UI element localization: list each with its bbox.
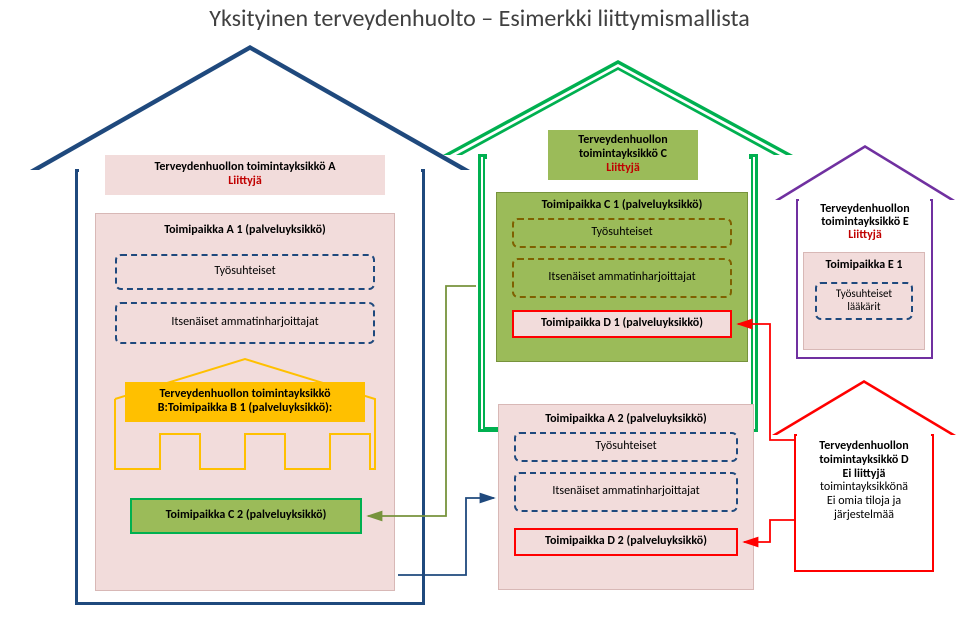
house-c-line2: toimintayksikkö C [579,148,667,162]
house-a-title: Terveydenhuollon toimintayksikkö A [154,161,335,175]
page-title: Yksityinen terveydenhuolto – Esimerkki l… [0,4,959,33]
box-a2-itsenaiset: Itsenäiset ammatinharjoittajat [514,472,738,512]
house-c-liittyja: Liittyjä [606,162,640,176]
box-c2: Toimipaikka C 2 (palveluyksikkö) [130,498,362,534]
house-d-line3: Ei liittyjä [797,468,931,482]
house-b-label: Terveydenhuollon toimintayksikkö B:Toimi… [125,382,365,422]
box-a1-itsenaiset: Itsenäiset ammatinharjoittajat [115,302,375,344]
house-e-header: Terveydenhuollon toimintayksikkö E Liitt… [800,203,930,243]
house-b-line2: B:Toimipaikka B 1 (palveluyksikkö): [158,402,332,416]
house-d-line6: järjestelmää [797,509,931,523]
box-c2-label: Toimipaikka C 2 (palveluyksikkö) [166,509,327,523]
house-b-line1: Terveydenhuollon toimintayksikkö [159,388,330,402]
house-a-liittyja: Liittyjä [228,175,262,189]
house-d-line1: Terveydenhuollon [797,440,931,454]
box-c1-itsenaiset: Itsenäiset ammatinharjoittajat [512,258,732,298]
box-d1: Toimipaikka D 1 (palveluyksikkö) [512,310,732,338]
panel-c1-title: Toimipaikka C 1 (palveluyksikkö) [542,199,703,213]
house-c-header: Terveydenhuollon toimintayksikkö C Liitt… [548,130,698,180]
panel-a1-title: Toimipaikka A 1 (palveluyksikkö) [164,224,326,238]
box-a2-itsenaiset-label: Itsenäiset ammatinharjoittajat [552,485,699,499]
box-d2-label: Toimipaikka D 2 (palveluyksikkö) [545,535,707,549]
box-a1-tyosuhteiset: Työsuhteiset [115,254,375,290]
house-d-line2: toimintayksikkö D [797,454,931,468]
box-c1-tyosuhteiset: Työsuhteiset [512,218,732,248]
house-a-header: Terveydenhuollon toimintayksikkö A Liitt… [105,155,385,195]
panel-a2-title: Toimipaikka A 2 (palveluyksikkö) [545,413,707,427]
box-a2-tyosuhteiset-label: Työsuhteiset [595,440,656,454]
box-a1-tyosuhteiset-label: Työsuhteiset [214,265,275,279]
box-d1-label: Toimipaikka D 1 (palveluyksikkö) [541,317,703,331]
box-a1-itsenaiset-label: Itsenäiset ammatinharjoittajat [171,316,318,330]
panel-e1-title: Toimipaikka E 1 [826,259,903,273]
box-e1-row-label: Työsuhteiset lääkärit [821,288,907,313]
house-d-line4: toimintayksikkönä [797,481,931,495]
box-d2: Toimipaikka D 2 (palveluyksikkö) [514,528,738,556]
house-c-line1: Terveydenhuollon [578,134,667,148]
box-c1-tyosuhteiset-label: Työsuhteiset [591,226,652,240]
box-a2-tyosuhteiset: Työsuhteiset [514,432,738,462]
box-c1-itsenaiset-label: Itsenäiset ammatinharjoittajat [548,271,695,285]
house-d-line5: Ei omia tiloja ja [797,495,931,509]
house-d-text: Terveydenhuollon toimintayksikkö D Ei li… [797,440,931,523]
box-e1-row: Työsuhteiset lääkärit [815,282,913,320]
house-e-liittyja: Liittyjä [800,229,930,242]
